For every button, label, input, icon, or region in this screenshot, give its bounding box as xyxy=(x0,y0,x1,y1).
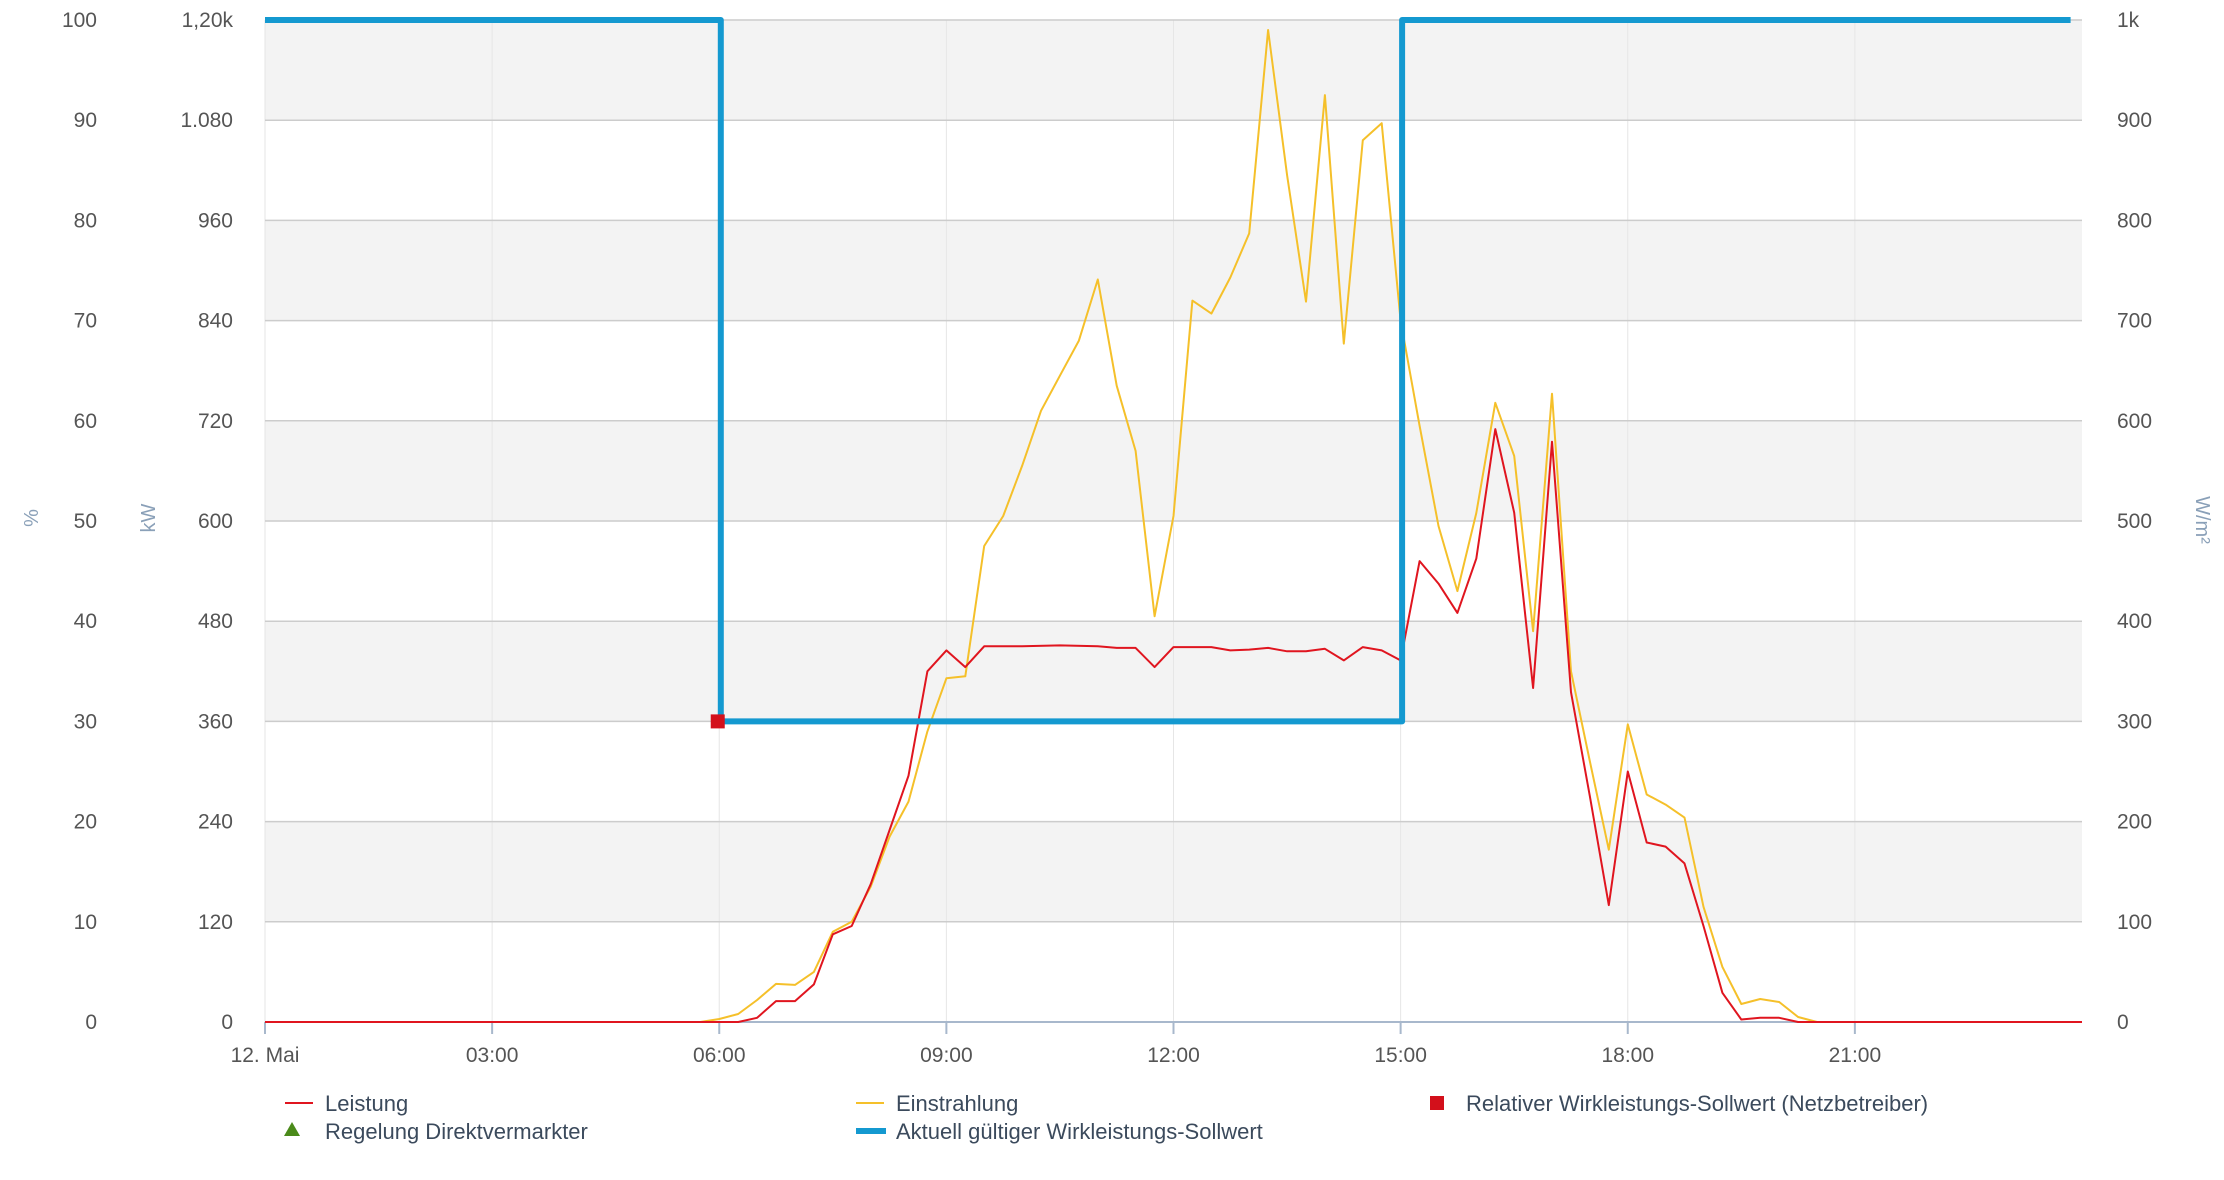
kw-axis-ticks: 1,20k 1.080 960 840 720 600 480 360 240 120 0 xyxy=(180,9,233,1034)
kw-tick-label: 240 xyxy=(198,811,233,834)
irradiance-axis-ticks: 1k 900 800 700 600 500 400 300 200 100 0 xyxy=(2117,9,2152,1034)
x-tick-label: 06:00 xyxy=(693,1044,746,1067)
legend-relativer-label[interactable]: Relativer Wirkleistungs-Sollwert (Netzbe… xyxy=(1466,1091,1928,1116)
irradiance-tick-label: 200 xyxy=(2117,811,2152,834)
percent-tick-label: 0 xyxy=(85,1011,97,1034)
x-tick-label: 21:00 xyxy=(1829,1044,1882,1067)
irradiance-tick-label: 700 xyxy=(2117,310,2152,333)
kw-tick-label: 120 xyxy=(198,911,233,934)
series-relativer-marker xyxy=(710,714,725,729)
kw-tick-label: 840 xyxy=(198,310,233,333)
x-tick-label: 03:00 xyxy=(466,1044,519,1067)
percent-tick-label: 30 xyxy=(74,710,97,733)
legend-relativer-symbol[interactable] xyxy=(1430,1096,1444,1110)
kw-axis-title: kW xyxy=(138,503,160,532)
series-layer xyxy=(265,17,2082,1023)
percent-tick-label: 10 xyxy=(74,911,97,934)
irradiance-tick-label: 0 xyxy=(2117,1011,2129,1034)
percent-axis-title: % xyxy=(21,509,43,527)
irradiance-tick-label: 300 xyxy=(2117,710,2152,733)
irradiance-tick-label: 500 xyxy=(2117,510,2152,533)
kw-tick-label: 960 xyxy=(198,209,233,232)
irradiance-tick-label: 100 xyxy=(2117,911,2152,934)
x-tick-label: 15:00 xyxy=(1374,1044,1427,1067)
series-einstrahlung-line xyxy=(265,29,2082,1023)
kw-tick-label: 600 xyxy=(198,510,233,533)
legend-aktuell-label[interactable]: Aktuell gültiger Wirkleistungs-Sollwert xyxy=(896,1119,1263,1144)
percent-tick-label: 60 xyxy=(74,410,97,433)
kw-tick-label: 0 xyxy=(221,1011,233,1034)
x-axis-ticks: 12. Mai 03:00 06:00 09:00 12:00 15:00 18:00 21:… xyxy=(231,1022,1882,1067)
kw-tick-label: 720 xyxy=(198,410,233,433)
percent-tick-label: 90 xyxy=(74,109,97,132)
irradiance-tick-label: 800 xyxy=(2117,209,2152,232)
legend-leistung-label[interactable]: Leistung xyxy=(325,1091,408,1116)
percent-tick-label: 50 xyxy=(74,510,97,533)
x-tick-label: 12. Mai xyxy=(231,1044,300,1067)
legend-regelung-label[interactable]: Regelung Direktvermarkter xyxy=(325,1119,588,1144)
percent-tick-label: 20 xyxy=(74,811,97,834)
legend: Leistung Einstrahlung Relativer Wirkleis… xyxy=(284,1091,1928,1144)
irradiance-tick-label: 400 xyxy=(2117,610,2152,633)
legend-einstrahlung-label[interactable]: Einstrahlung xyxy=(896,1091,1018,1116)
kw-tick-label: 360 xyxy=(198,710,233,733)
kw-tick-label: 1,20k xyxy=(182,9,234,32)
percent-tick-label: 80 xyxy=(74,209,97,232)
x-tick-label: 18:00 xyxy=(1601,1044,1654,1067)
legend-regelung-symbol[interactable] xyxy=(284,1122,300,1136)
percent-tick-label: 70 xyxy=(74,310,97,333)
irradiance-tick-label: 900 xyxy=(2117,109,2152,132)
irradiance-tick-label: 1k xyxy=(2117,9,2140,32)
percent-tick-label: 40 xyxy=(74,610,97,633)
kw-tick-label: 1.080 xyxy=(180,109,233,132)
irradiance-axis-title: W/m² xyxy=(2191,496,2213,544)
irradiance-tick-label: 600 xyxy=(2117,410,2152,433)
series-aktuell-sollwert-line xyxy=(265,17,2071,725)
x-tick-label: 09:00 xyxy=(920,1044,973,1067)
x-tick-label: 12:00 xyxy=(1147,1044,1200,1067)
percent-tick-label: 100 xyxy=(62,9,97,32)
kw-tick-label: 480 xyxy=(198,610,233,633)
series-leistung-line xyxy=(265,428,2082,1023)
